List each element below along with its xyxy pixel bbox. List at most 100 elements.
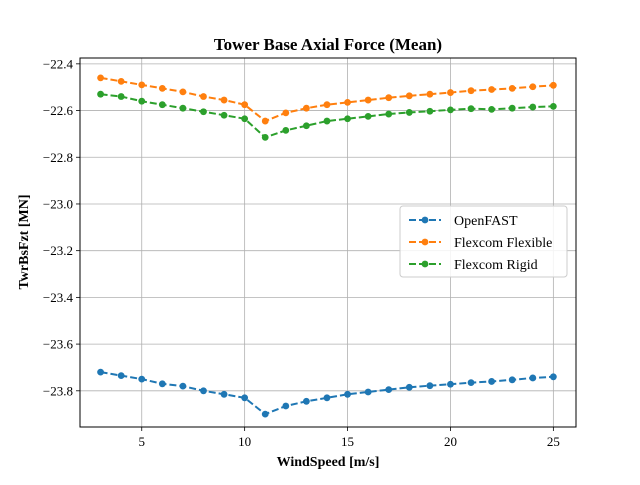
data-point — [261, 117, 269, 125]
x-tick-label: 10 — [238, 434, 251, 449]
data-point — [97, 90, 104, 98]
data-point — [179, 382, 187, 390]
data-point — [282, 109, 290, 117]
data-point — [385, 94, 393, 102]
data-point — [323, 394, 331, 402]
data-point — [241, 115, 249, 123]
data-point — [282, 402, 290, 410]
data-point — [261, 134, 269, 141]
data-point — [549, 373, 557, 381]
series-layer — [97, 74, 557, 418]
legend-entry: Flexcom Rigid — [409, 258, 538, 273]
legend-label: OpenFAST — [454, 214, 518, 229]
data-point — [385, 386, 393, 394]
data-point — [138, 81, 146, 89]
series-flexcom-rigid — [97, 90, 557, 141]
data-point — [220, 390, 228, 398]
legend-entry: Flexcom Flexible — [409, 236, 552, 251]
data-point — [405, 109, 413, 116]
data-point — [302, 397, 310, 405]
data-point — [200, 387, 207, 395]
data-point — [529, 103, 537, 111]
y-axis-label: TwrBsFzt [MN] — [17, 195, 32, 290]
data-point — [220, 96, 228, 104]
data-point — [117, 93, 125, 100]
data-point — [179, 88, 187, 96]
data-point — [426, 382, 434, 390]
data-point — [508, 84, 516, 92]
data-point — [344, 115, 351, 123]
data-point — [117, 77, 125, 85]
y-tick-label: −23.8 — [43, 383, 73, 398]
data-point — [364, 112, 372, 120]
series-flexcom-flexible — [97, 74, 557, 125]
legend-entry: OpenFAST — [409, 214, 518, 229]
data-point — [158, 380, 166, 388]
data-point — [179, 104, 187, 112]
data-point — [158, 84, 166, 92]
data-point — [323, 101, 331, 109]
data-point — [529, 83, 537, 91]
data-point — [529, 374, 537, 382]
data-point — [385, 110, 393, 118]
data-point — [200, 108, 207, 116]
data-point — [447, 380, 454, 388]
data-point — [447, 89, 454, 96]
chart-title: Tower Base Axial Force (Mean) — [214, 35, 442, 54]
y-tick-label: −22.6 — [43, 103, 74, 118]
data-point — [282, 126, 290, 134]
data-point — [138, 375, 146, 383]
data-point — [447, 106, 454, 114]
data-point — [138, 97, 146, 105]
legend: OpenFAST Flexcom Flexible Flexcom Rigid — [399, 205, 568, 278]
data-point — [323, 117, 331, 125]
data-point — [467, 379, 475, 387]
data-point — [549, 102, 557, 110]
data-point — [344, 390, 351, 398]
data-point — [488, 105, 496, 113]
data-point — [508, 376, 516, 384]
legend-swatch-marker — [421, 260, 429, 268]
x-axis-label: WindSpeed [m/s] — [277, 455, 380, 470]
data-point — [364, 96, 372, 104]
y-tick-label: −22.4 — [43, 56, 74, 71]
data-point — [200, 93, 207, 100]
data-point — [549, 81, 557, 89]
data-point — [302, 122, 310, 130]
data-point — [241, 394, 249, 402]
y-tick-label: −22.8 — [43, 150, 73, 165]
x-tick-label: 5 — [138, 434, 145, 449]
x-tick-label: 15 — [341, 434, 354, 449]
series-line — [100, 76, 554, 123]
legend-label: Flexcom Rigid — [454, 258, 538, 273]
data-point — [467, 87, 475, 95]
data-point — [488, 378, 496, 385]
x-tick-label: 25 — [547, 434, 560, 449]
data-point — [241, 101, 249, 109]
data-point — [344, 98, 351, 106]
data-point — [117, 372, 125, 380]
y-tick-label: −23.0 — [43, 196, 73, 211]
legend-swatch-marker — [421, 238, 429, 246]
data-point — [405, 383, 413, 391]
data-point — [261, 410, 269, 418]
data-point — [426, 90, 434, 98]
data-point — [405, 92, 413, 100]
data-point — [97, 74, 104, 82]
series-line — [100, 93, 554, 139]
legend-box — [399, 205, 568, 278]
data-point — [488, 86, 496, 93]
data-point — [426, 107, 434, 115]
data-point — [508, 104, 516, 112]
y-tick-label: −23.6 — [43, 337, 74, 352]
legend-swatch-marker — [421, 216, 429, 224]
data-point — [158, 101, 166, 109]
y-ticks: −23.8 −23.6 −23.4 −23.2 −23.0 −22.8 −22.6 −22.4 — [43, 56, 80, 398]
plot-frame — [79, 57, 577, 428]
data-point — [220, 111, 228, 119]
y-tick-label: −23.4 — [43, 290, 74, 305]
data-point — [467, 105, 475, 113]
y-tick-label: −23.2 — [43, 243, 73, 258]
